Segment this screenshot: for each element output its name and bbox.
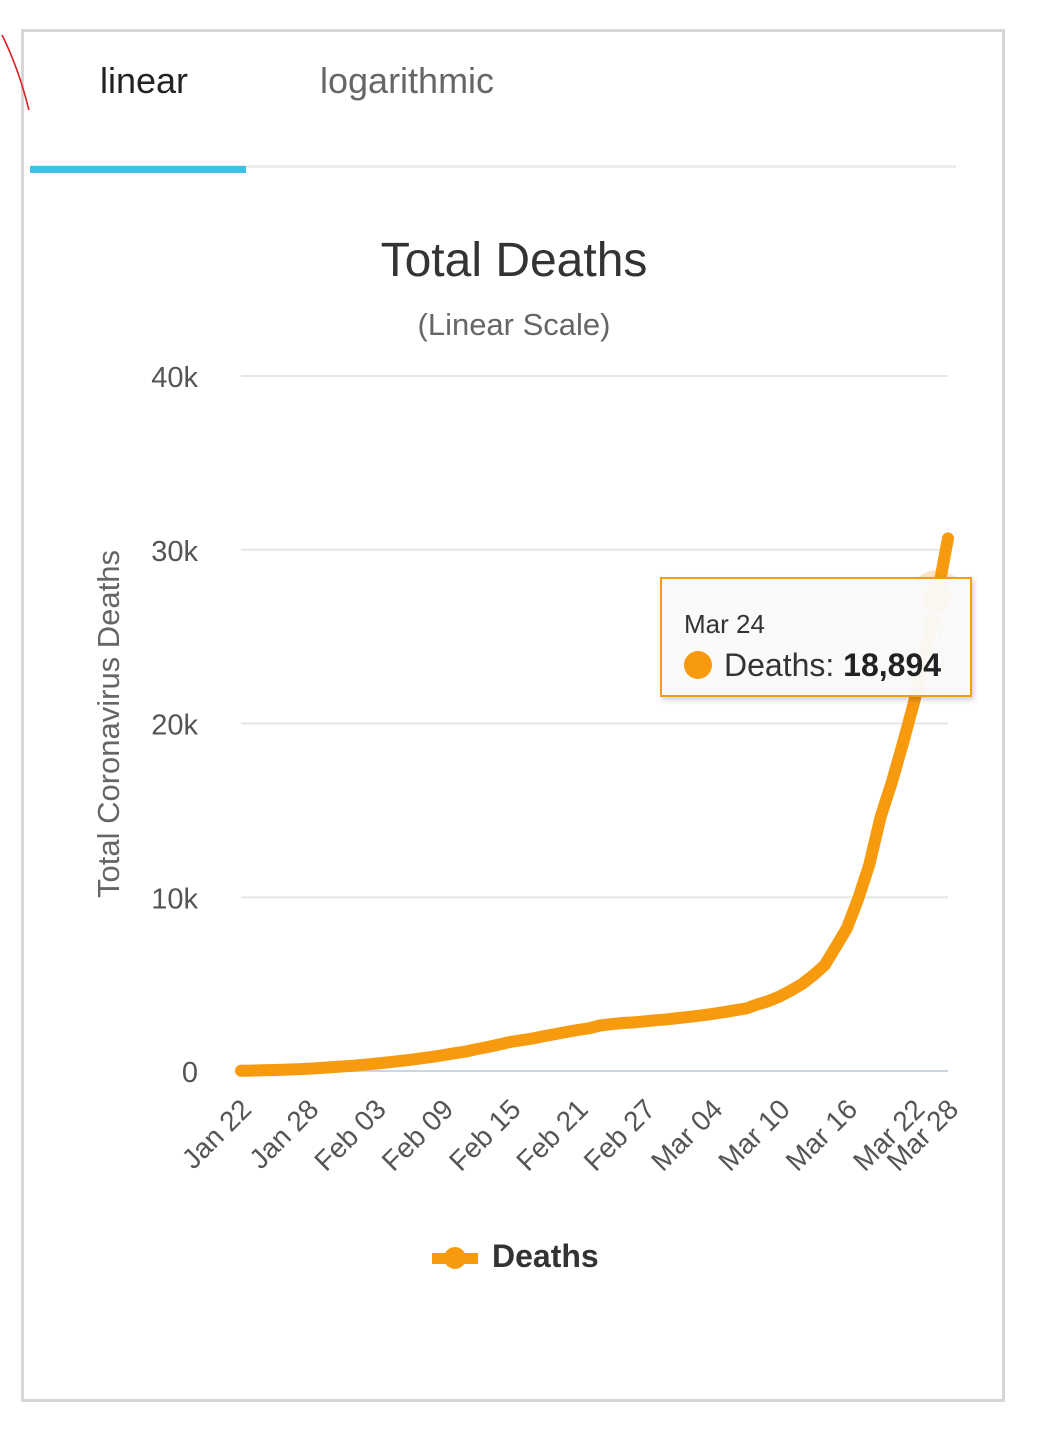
y-tick-label: 40k bbox=[151, 362, 198, 394]
x-tick-label: Jan 22 bbox=[176, 1093, 257, 1174]
series-line-deaths bbox=[235, 532, 954, 1077]
tab-logarithmic[interactable]: logarithmic bbox=[320, 60, 495, 101]
x-tick-label: Mar 16 bbox=[780, 1093, 864, 1177]
tooltip-series-dot bbox=[684, 651, 712, 679]
x-tick-label: Feb 03 bbox=[308, 1093, 392, 1177]
x-tick-label: Jan 28 bbox=[243, 1093, 324, 1174]
chart-subtitle: (Linear Scale) bbox=[418, 307, 611, 342]
legend-dot-icon bbox=[444, 1247, 466, 1269]
legend-label: Deaths bbox=[492, 1238, 599, 1274]
tab-divider bbox=[30, 165, 956, 168]
x-tick-label: Feb 09 bbox=[376, 1093, 460, 1177]
tooltip-row: Deaths: 18,894 bbox=[724, 647, 941, 684]
x-tick-label: Mar 10 bbox=[712, 1093, 796, 1177]
y-tick-label: 0 bbox=[182, 1057, 198, 1089]
x-tick-label: Feb 21 bbox=[510, 1093, 594, 1177]
x-tick-label: Mar 04 bbox=[645, 1093, 729, 1177]
active-tab-indicator bbox=[30, 166, 246, 173]
y-tick-label: 30k bbox=[151, 536, 198, 568]
tooltip: Mar 24 Deaths: 18,894 bbox=[660, 577, 972, 697]
tooltip-value: 18,894 bbox=[843, 647, 942, 683]
scale-tabs: linear logarithmic bbox=[30, 60, 956, 173]
y-tick-label: 20k bbox=[151, 710, 198, 742]
pen-mark bbox=[1, 34, 30, 110]
x-tick-label: Feb 27 bbox=[578, 1093, 662, 1177]
x-tick-label: Feb 15 bbox=[443, 1093, 527, 1177]
grid-lines bbox=[241, 375, 948, 1072]
tooltip-series-name: Deaths: bbox=[724, 647, 835, 683]
tooltip-date: Mar 24 bbox=[684, 609, 765, 639]
y-tick-label: 10k bbox=[151, 883, 198, 915]
chart-card bbox=[21, 29, 1005, 1402]
y-axis-label: Total Coronavirus Deaths bbox=[91, 550, 126, 898]
y-tick-labels: 0 10k 20k 30k 40k bbox=[151, 362, 198, 1089]
tab-linear[interactable]: linear bbox=[100, 60, 189, 101]
chart-title: Total Deaths bbox=[381, 234, 648, 287]
